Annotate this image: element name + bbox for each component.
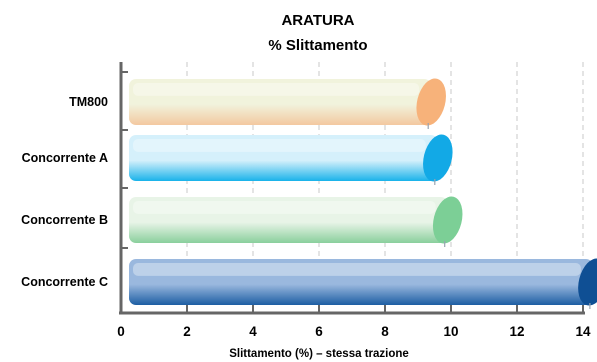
category-label: TM800 xyxy=(69,95,108,109)
x-axis-label: Slittamento (%) – stessa trazione xyxy=(229,348,409,360)
bar-highlight xyxy=(133,201,436,214)
bar-end-cap xyxy=(423,134,453,182)
x-tick-label: 14 xyxy=(575,324,591,339)
x-tick-label: 4 xyxy=(249,324,257,339)
axes xyxy=(119,62,585,315)
bar-1 xyxy=(129,134,453,185)
bar-body xyxy=(129,259,593,305)
x-tick-label: 2 xyxy=(183,324,191,339)
bar-end-cap xyxy=(578,258,597,306)
bar-end-cap xyxy=(432,196,463,244)
category-labels: TM800 Concorrente A Concorrente B Concorren… xyxy=(21,95,108,289)
bar-0 xyxy=(129,78,446,129)
bar-body xyxy=(129,135,438,181)
bar-2 xyxy=(129,196,463,247)
bar-3 xyxy=(129,258,597,309)
bar-highlight xyxy=(133,83,420,96)
bar-body xyxy=(129,197,448,243)
chart-subtitle: % Slittamento xyxy=(268,37,367,54)
x-tick-label: 12 xyxy=(509,324,524,339)
bar-highlight xyxy=(133,139,426,152)
category-label: Concorrente C xyxy=(21,275,108,289)
x-tick-labels: 0 2 4 6 8 10 12 14 xyxy=(117,324,591,339)
bars xyxy=(129,78,597,309)
category-label: Concorrente B xyxy=(21,213,108,227)
category-label: Concorrente A xyxy=(22,151,108,165)
x-tick-label: 10 xyxy=(443,324,458,339)
bar-body xyxy=(129,79,432,125)
x-tick-label: 8 xyxy=(381,324,389,339)
chart-title: ARATURA xyxy=(281,12,354,29)
x-tick-label: 0 xyxy=(117,324,125,339)
bar-end-cap xyxy=(416,78,446,126)
x-tick-label: 6 xyxy=(315,324,323,339)
bar-highlight xyxy=(133,263,581,276)
